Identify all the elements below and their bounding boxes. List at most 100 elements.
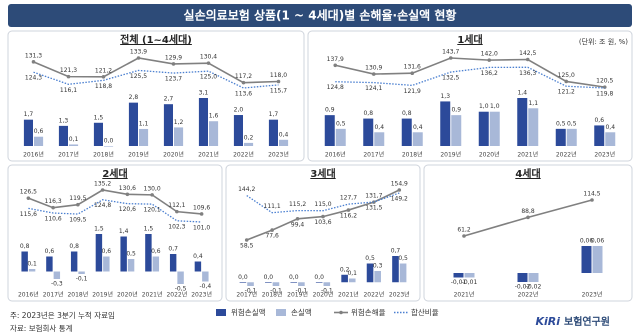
panel-title: 4세대: [515, 167, 540, 180]
value-label: -0,1: [270, 288, 282, 295]
bar: [34, 136, 44, 146]
line-marker: [31, 60, 36, 64]
line-marker: [51, 205, 55, 210]
bar: [528, 108, 539, 146]
value-label: 1,3: [440, 93, 450, 100]
bar: [28, 269, 36, 272]
bar: [453, 273, 464, 278]
x-tick-label: 2021년: [142, 291, 163, 299]
bar: [290, 282, 298, 283]
line-marker: [371, 72, 376, 76]
unit-label: (단위: 조 원, %): [579, 37, 628, 46]
value-label: 3,1: [199, 90, 209, 97]
line-marker: [136, 56, 141, 60]
value-label: 1,7: [24, 111, 34, 118]
value-label: 124,8: [94, 202, 111, 209]
value-label: 121,9: [404, 88, 421, 95]
panel-title: 1세대: [457, 33, 482, 46]
line-marker: [276, 79, 281, 84]
value-label: 124,8: [327, 84, 344, 91]
value-label: 2,0: [234, 107, 244, 114]
bar: [53, 271, 61, 279]
value-label: 0,8: [402, 110, 412, 117]
value-label: 0,0: [264, 274, 274, 281]
value-label: 0,2: [244, 134, 254, 141]
bar: [335, 128, 346, 146]
value-label: 115,0: [314, 201, 331, 208]
line: [28, 189, 202, 215]
panel: [7, 164, 223, 302]
x-tick-label: 2020년: [117, 291, 138, 299]
value-label: 143,7: [442, 49, 459, 56]
value-label: 0,7: [391, 248, 401, 255]
bar: [177, 271, 184, 284]
value-label: 0,0: [314, 274, 324, 281]
line-marker: [171, 62, 176, 66]
bar: [279, 139, 289, 146]
value-label: 0,6: [102, 248, 112, 255]
value-label: 119,8: [596, 91, 613, 98]
value-label: 121,2: [95, 67, 112, 74]
line-marker: [564, 79, 569, 84]
bar: [366, 263, 374, 283]
line-marker: [66, 74, 71, 79]
value-label: 142,5: [519, 50, 536, 57]
bar: [401, 118, 412, 146]
line-marker: [206, 61, 211, 65]
x-tick-label: 2022년: [518, 291, 539, 299]
value-label: 133,9: [130, 49, 147, 56]
bar: [374, 132, 385, 146]
line-marker: [26, 196, 31, 200]
value-label: 0,0: [238, 274, 248, 281]
bar: [298, 282, 305, 286]
value-label: 1,3: [59, 117, 69, 124]
value-label: 102,3: [168, 223, 185, 230]
legend-label: 위험손해율: [351, 307, 386, 317]
line: [33, 57, 279, 84]
x-tick-label: 2021년: [517, 151, 538, 159]
bar: [272, 282, 280, 286]
value-label: 77,6: [265, 233, 279, 240]
panel-title: 전체 (1~4세대): [120, 33, 192, 46]
value-label: 0,8: [363, 110, 373, 117]
bar: [592, 246, 603, 273]
bar: [363, 118, 374, 146]
value-label: 0,5: [336, 120, 346, 127]
value-label: 2,7: [164, 96, 174, 103]
line-marker: [462, 234, 466, 238]
x-tick-label: 2023년: [191, 291, 212, 299]
x-tick-label: 2018년: [262, 291, 283, 299]
line-marker: [602, 85, 607, 89]
value-label: 0,5: [126, 251, 136, 258]
x-tick-label: 2023년: [582, 291, 603, 299]
value-label: 154,9: [391, 181, 408, 188]
value-label: 1,5: [94, 114, 104, 121]
bar: [247, 282, 254, 286]
value-label: 0,7: [168, 246, 178, 253]
value-label: 126,5: [20, 189, 37, 196]
value-label: 131,7: [365, 193, 382, 200]
value-label: 136,3: [519, 70, 536, 77]
x-tick-label: 2016년: [18, 291, 39, 299]
title-bar: [8, 4, 632, 27]
x-tick-label: 2021년: [338, 291, 359, 299]
bar: [268, 119, 278, 146]
panel-title: 3세대: [310, 167, 335, 180]
bar: [517, 273, 528, 282]
value-label: 116,3: [45, 198, 62, 205]
bar: [169, 254, 177, 272]
bar: [566, 128, 577, 146]
note: 주: 2023년은 3분기 누적 자료임: [10, 310, 115, 320]
line: [246, 192, 400, 214]
value-label: 2,8: [129, 94, 139, 101]
value-label: 124,1: [365, 85, 382, 92]
line-marker: [410, 71, 415, 75]
value-label: 118,8: [95, 83, 112, 90]
value-label: 136,2: [481, 70, 498, 77]
value-label: 1,7: [269, 111, 279, 118]
note: 자료: 보험회사 통계: [10, 323, 73, 333]
value-label: 135,2: [94, 181, 111, 188]
x-tick-label: 2016년: [23, 151, 44, 159]
value-label: 101,0: [193, 225, 210, 232]
